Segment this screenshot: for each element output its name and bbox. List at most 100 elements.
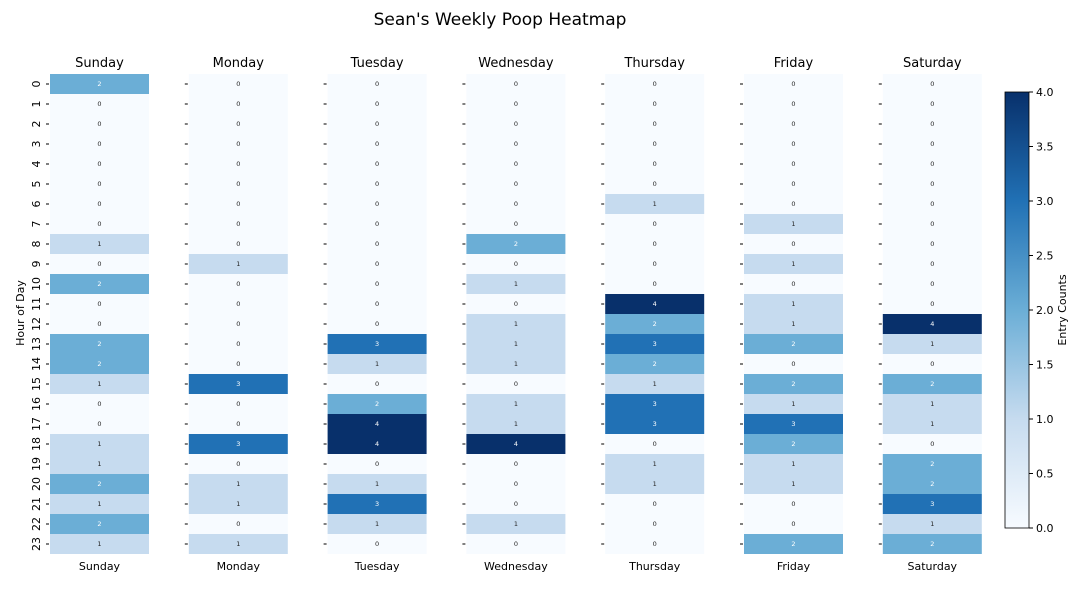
cell-value-label: 0 — [236, 180, 240, 188]
cell-value-label: 0 — [375, 200, 379, 208]
cell-value-label: 1 — [97, 380, 101, 388]
heatmap-cell — [744, 174, 843, 194]
heatmap-cell — [466, 274, 566, 294]
heatmap-cell — [744, 334, 843, 354]
colorbar-tick-label: 0.5 — [1036, 468, 1054, 481]
cell-value-label: 1 — [653, 480, 657, 488]
panel-title: Wednesday — [478, 56, 554, 71]
cell-value-label: 0 — [653, 520, 657, 528]
cell-value-label: 0 — [930, 160, 934, 168]
heatmap-cell — [327, 214, 427, 234]
cell-value-label: 1 — [653, 460, 657, 468]
heatmap-cell — [50, 94, 149, 114]
cell-value-label: 0 — [97, 140, 101, 148]
cell-value-label: 4 — [375, 440, 379, 448]
cell-value-label: 0 — [236, 220, 240, 228]
panel-title: Tuesday — [350, 56, 404, 71]
cell-value-label: 0 — [236, 460, 240, 468]
cell-value-label: 1 — [653, 200, 657, 208]
heatmap-cell — [466, 94, 566, 114]
cell-value-label: 0 — [375, 160, 379, 168]
cell-value-label: 0 — [236, 420, 240, 428]
heatmap-cell — [466, 314, 566, 334]
cell-value-label: 1 — [514, 520, 518, 528]
cell-value-label: 2 — [97, 280, 101, 288]
cell-value-label: 1 — [930, 340, 934, 348]
cell-value-label: 0 — [791, 140, 795, 148]
heatmap-cell — [744, 494, 843, 514]
colorbar-tick-label: 0.0 — [1036, 522, 1054, 535]
colorbar-tick-label: 3.5 — [1036, 141, 1054, 154]
heatmap-cell — [744, 354, 843, 374]
cell-value-label: 2 — [791, 340, 795, 348]
heatmap-cell — [327, 74, 427, 94]
cell-value-label: 0 — [930, 120, 934, 128]
cell-value-label: 0 — [514, 200, 518, 208]
heatmap-cell — [50, 534, 149, 554]
heatmap-cell — [744, 254, 843, 274]
cell-value-label: 0 — [791, 240, 795, 248]
heatmap-cell — [882, 334, 982, 354]
cell-value-label: 0 — [236, 320, 240, 328]
heatmap-cell — [188, 274, 288, 294]
cell-value-label: 1 — [514, 420, 518, 428]
x-tick-label: Tuesday — [354, 560, 400, 573]
cell-value-label: 0 — [97, 160, 101, 168]
x-tick-label: Saturday — [908, 560, 958, 573]
cell-value-label: 3 — [375, 340, 379, 348]
y-tick-label: 15 — [30, 377, 43, 391]
cell-value-label: 0 — [791, 200, 795, 208]
cell-value-label: 0 — [514, 120, 518, 128]
heatmap-cell — [327, 154, 427, 174]
cell-value-label: 0 — [375, 120, 379, 128]
x-tick-label: Sunday — [79, 560, 121, 573]
cell-value-label: 1 — [514, 340, 518, 348]
y-tick-label: 12 — [30, 317, 43, 331]
cell-value-label: 0 — [791, 180, 795, 188]
heatmap-cell — [50, 454, 149, 474]
heatmap-cell — [605, 314, 705, 334]
cell-value-label: 0 — [653, 180, 657, 188]
cell-value-label: 2 — [97, 360, 101, 368]
y-tick-label: 14 — [30, 357, 43, 371]
cell-value-label: 0 — [514, 260, 518, 268]
cell-value-label: 2 — [97, 480, 101, 488]
heatmap-cell — [50, 434, 149, 454]
heatmap-cell — [466, 154, 566, 174]
cell-value-label: 0 — [97, 200, 101, 208]
heatmap-cell — [605, 94, 705, 114]
heatmap-cell — [50, 494, 149, 514]
y-tick-label: 1 — [30, 101, 43, 108]
cell-value-label: 1 — [97, 460, 101, 468]
cell-value-label: 1 — [791, 460, 795, 468]
cell-value-label: 1 — [97, 500, 101, 508]
heatmap-cell — [327, 254, 427, 274]
cell-value-label: 0 — [514, 100, 518, 108]
heatmap-cell — [466, 134, 566, 154]
cell-value-label: 0 — [514, 80, 518, 88]
heatmap-cell — [188, 394, 288, 414]
heatmap-cell — [50, 474, 149, 494]
heatmap-cell — [605, 294, 705, 314]
heatmap-cell — [50, 274, 149, 294]
cell-value-label: 4 — [514, 440, 518, 448]
cell-value-label: 0 — [653, 160, 657, 168]
heatmap-cell — [50, 154, 149, 174]
heatmap-cell — [50, 354, 149, 374]
cell-value-label: 0 — [791, 360, 795, 368]
heatmap-cell — [605, 434, 705, 454]
cell-value-label: 0 — [514, 300, 518, 308]
cell-value-label: 2 — [930, 540, 934, 548]
panel-saturday: Saturday 0 0 0 0 0 0 0 0 0 0 0 0 4 1 0 2 1 1 0 2 2 3 1 2 Saturday — [878, 56, 982, 573]
cell-value-label: 2 — [653, 360, 657, 368]
cell-value-label: 1 — [791, 220, 795, 228]
cell-value-label: 0 — [375, 380, 379, 388]
cell-value-label: 2 — [791, 540, 795, 548]
heatmap-cell — [882, 434, 982, 454]
x-tick-label: Wednesday — [484, 560, 548, 573]
cell-value-label: 2 — [791, 380, 795, 388]
heatmap-cell — [327, 334, 427, 354]
cell-value-label: 0 — [930, 280, 934, 288]
heatmap-cell — [327, 454, 427, 474]
cell-value-label: 0 — [375, 240, 379, 248]
